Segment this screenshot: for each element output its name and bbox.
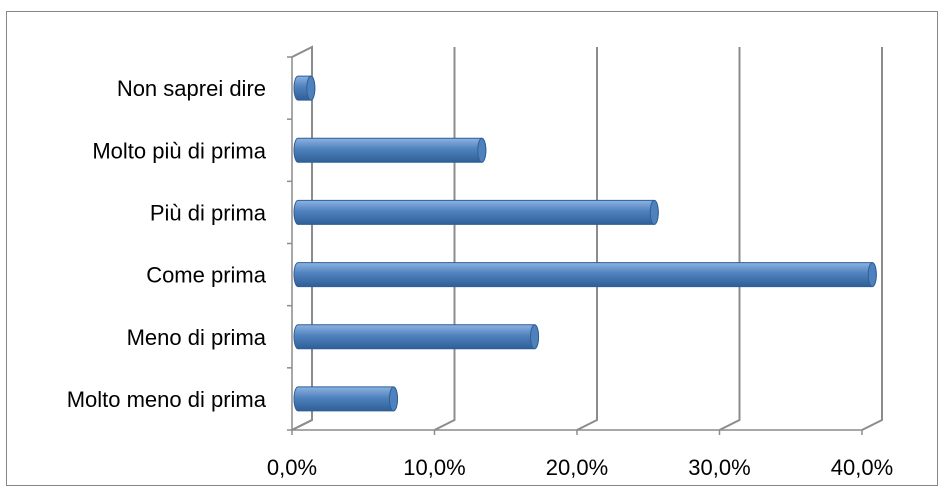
bars [293, 75, 877, 412]
y-axis-wall [291, 45, 313, 431]
gridline [719, 47, 741, 431]
axes [287, 45, 863, 435]
bar-end-cap [649, 199, 659, 225]
category-label: Non saprei dire [117, 76, 266, 101]
gridline [861, 47, 883, 431]
gridline [576, 47, 598, 431]
category-label: Molto meno di prima [67, 387, 267, 412]
bar-end-cap [867, 262, 877, 288]
bar [293, 199, 659, 225]
x-tick-label: 30,0% [688, 455, 750, 480]
bar-end-cap [388, 386, 398, 412]
bar [293, 262, 877, 288]
x-tick-label: 0,0% [267, 455, 317, 480]
bar-end-cap [530, 324, 540, 350]
gridline [434, 47, 456, 431]
labels: Molto meno di prima Meno di prima Come pri… [67, 76, 894, 480]
category-label: Come prima [146, 263, 267, 288]
bar-end-cap [306, 75, 316, 101]
chart-frame [6, 11, 938, 486]
bar-end-cap [477, 137, 487, 163]
category-label: Molto più di prima [92, 138, 266, 163]
category-label: Meno di prima [127, 325, 267, 350]
bar [293, 137, 487, 163]
bar [293, 386, 398, 412]
x-tick-label: 10,0% [403, 455, 465, 480]
category-label: Più di prima [150, 200, 267, 225]
x-tick-label: 40,0% [831, 455, 893, 480]
bar [293, 324, 540, 350]
x-tick-label: 20,0% [546, 455, 608, 480]
